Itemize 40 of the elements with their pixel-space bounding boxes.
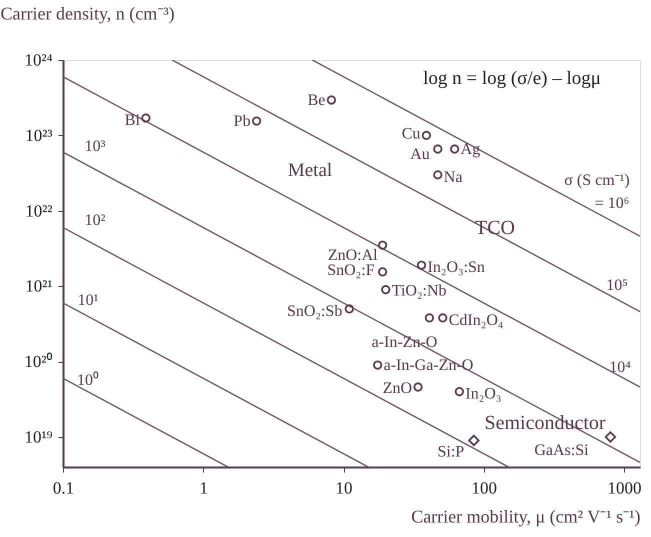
y-tick-label: 10²³ [25,126,52,145]
annotation: Na [444,168,462,186]
annotation: GaAs:Si [534,442,590,459]
annotation: Ag [460,141,480,158]
annotation: CdIn₂O₄ [448,312,504,329]
annotation: SnO₂:Sb [286,302,342,320]
annotation: Bi [124,112,140,130]
x-tick-label: 1000 [608,478,642,498]
annotation: Cu [402,125,420,142]
annotation: TiO₂:Nb [392,282,447,300]
annotation: Be [308,92,326,109]
annotation: ZnO [382,380,412,398]
annotation: 10¹ [78,292,99,309]
y-tick-label: 10¹⁹ [24,427,53,446]
annotation: log n = log (σ/e) – logμ [423,68,601,89]
annotation: In₂O₃:Sn [428,259,485,276]
y-axis-title: Carrier density, n (cm⁻³) [0,4,175,24]
x-axis-title: Carrier mobility, μ (cm² V⁻¹ s⁻¹) [411,506,640,526]
annotation: Au [410,146,430,164]
annotation: Metal [288,160,332,181]
annotation: 10⁵ [606,277,628,294]
y-tick-label: 10²¹ [25,276,52,296]
y-tick-label: 10²⁴ [24,50,53,70]
annotation: 10⁴ [609,359,632,376]
annotation: = 10⁶ [594,195,630,212]
annotation: In₂O₃ [465,386,502,403]
annotation: Pb [234,113,251,130]
x-tick-label: 100 [472,478,498,498]
annotation: 10⁰ [77,371,99,389]
x-tick-label: 0.1 [52,478,74,498]
y-tick-label: 10²⁰ [24,352,52,372]
annotation: σ (S cm⁻¹) [564,172,630,189]
annotation: 10³ [84,138,106,155]
annotation: Si:P [438,443,464,460]
y-tick-label: 10²² [25,201,52,220]
x-tick-label: 1 [200,478,208,498]
annotation: ZnO:Al [328,247,378,264]
annotation: 10² [84,212,106,229]
x-tick-label: 10 [336,478,353,498]
annotation: SnO₂:F [327,262,375,279]
